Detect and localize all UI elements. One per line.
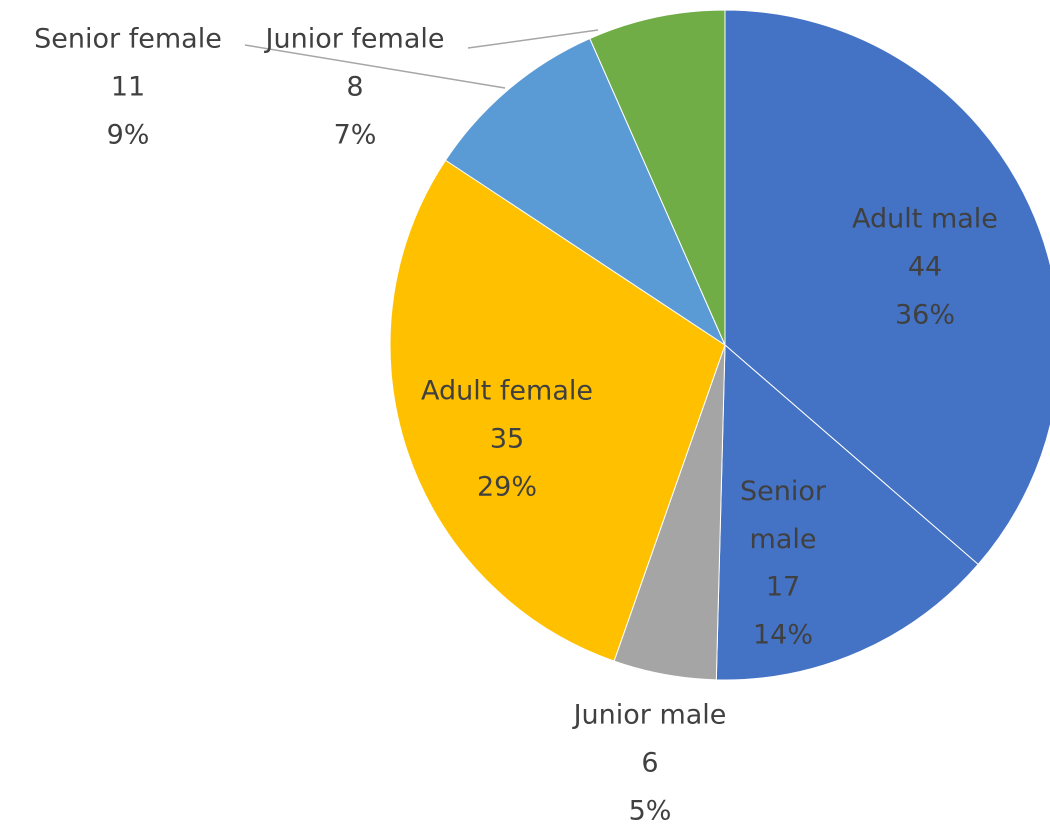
slice-label-percent: 5% — [629, 796, 672, 825]
slice — [589, 9, 726, 346]
slice-label-name: Junior female — [264, 24, 445, 55]
slice-label-name: Senior male — [740, 476, 827, 555]
slice-label-percent: 29% — [477, 472, 537, 503]
slice-label-value: 44 — [908, 252, 942, 283]
slice-label-percent: 7% — [334, 120, 377, 151]
slice-label-name: Adult male — [852, 204, 998, 235]
slice-label-percent: 14% — [753, 620, 813, 651]
slice — [444, 37, 727, 347]
slice — [389, 159, 726, 662]
slice-label-value: 6 — [641, 748, 658, 779]
slice-label-percent: 36% — [895, 300, 955, 331]
slice-label-value: 8 — [346, 72, 363, 103]
slice-label-name: Senior female — [34, 24, 222, 55]
slice-label-value: 17 — [766, 572, 800, 603]
slice — [715, 343, 979, 681]
slice-label-value: 35 — [490, 424, 524, 455]
slice — [724, 9, 1050, 566]
slices — [389, 9, 1050, 681]
leader-line — [244, 44, 506, 89]
slice-label-percent: 9% — [107, 120, 150, 151]
slice-label-name: Adult female — [421, 376, 593, 407]
leader-line — [467, 29, 599, 49]
slice-label-name: Junior male — [572, 700, 727, 731]
slice-label-value: 11 — [111, 72, 145, 103]
